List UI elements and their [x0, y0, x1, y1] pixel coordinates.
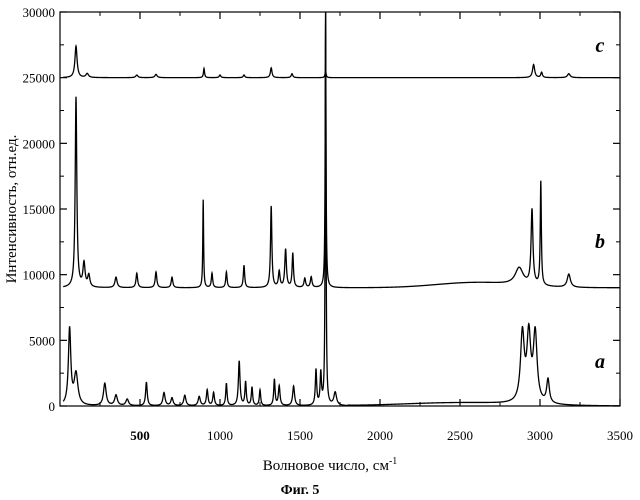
y-tick-label-0: 0: [49, 399, 56, 414]
x-tick-label-3500: 3500: [607, 428, 633, 443]
series-line-c: [63, 46, 620, 78]
x-axis-label: Волновое число, см-1: [263, 456, 398, 474]
series-label-c: c: [596, 35, 605, 57]
series-line-a: [63, 12, 620, 406]
x-tick-label-2500: 2500: [447, 428, 473, 443]
y-tick-label-15000: 15000: [23, 202, 56, 217]
x-tick-label-1500: 1500: [287, 428, 313, 443]
y-tick-label-20000: 20000: [23, 136, 56, 151]
y-axis-label: Интенсивность, отн.ед.: [4, 135, 20, 284]
figure-caption: Фиг. 5: [281, 483, 320, 498]
x-axis-label-superscript: -1: [389, 456, 397, 467]
series-line-b: [63, 12, 620, 288]
series-layer: [63, 12, 620, 406]
y-tick-label-10000: 10000: [23, 268, 56, 283]
x-tick-label-1000: 1000: [207, 428, 233, 443]
y-tick-label-25000: 25000: [23, 71, 56, 86]
series-labels: c b a: [595, 35, 605, 373]
series-label-a: a: [595, 351, 605, 373]
series-label-b: b: [595, 231, 605, 253]
x-tick-label-3000: 3000: [527, 428, 553, 443]
y-tick-label-5000: 5000: [29, 333, 55, 348]
x-tick-label-2000: 2000: [367, 428, 393, 443]
y-tick-label-30000: 30000: [23, 5, 56, 20]
x-tick-label-500: 500: [130, 428, 150, 443]
x-axis-label-text: Волновое число, см: [263, 458, 390, 474]
